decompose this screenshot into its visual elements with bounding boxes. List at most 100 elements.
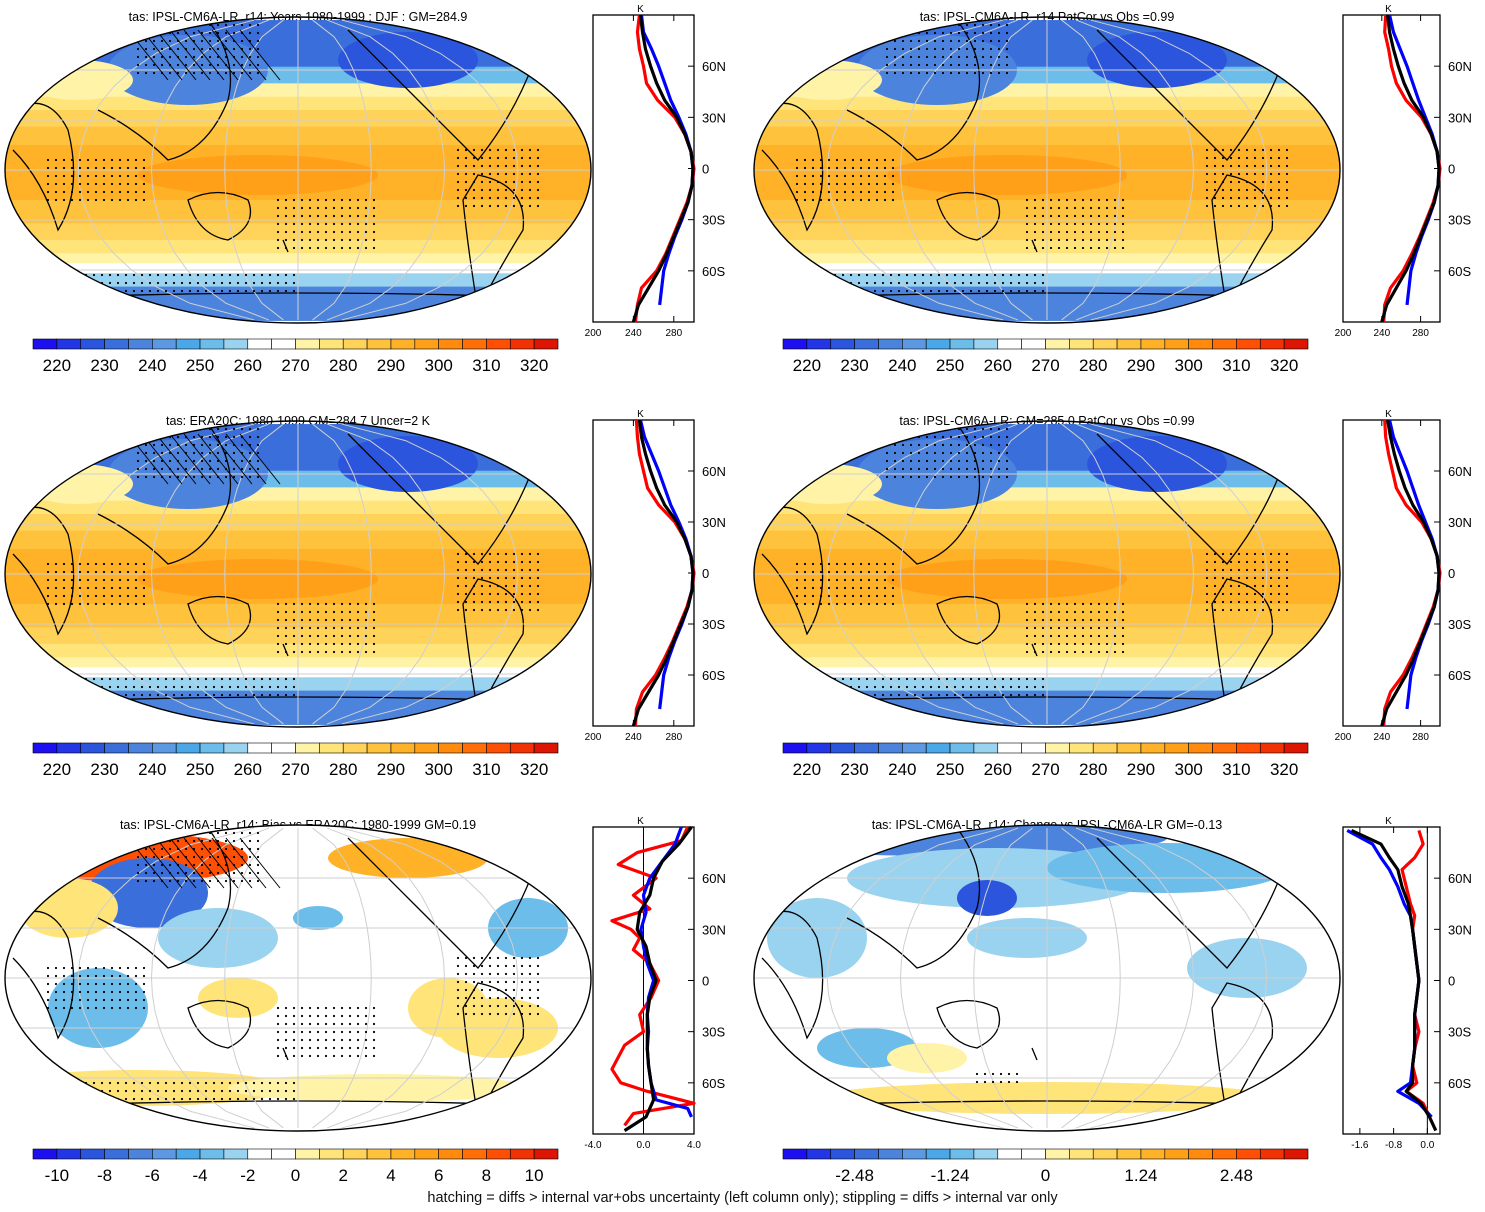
stipple-dot bbox=[1041, 214, 1045, 218]
stipple-dot bbox=[92, 1097, 96, 1101]
stipple-dot bbox=[86, 974, 90, 978]
stipple-dot bbox=[300, 650, 304, 654]
stipple-dot bbox=[200, 855, 204, 859]
stipple-dot bbox=[867, 602, 871, 606]
profile-series-line-black bbox=[631, 14, 695, 323]
stipple-dot bbox=[136, 23, 140, 27]
stipple-dot bbox=[110, 982, 114, 986]
stipple-dot bbox=[1205, 592, 1209, 596]
stipple-dot bbox=[70, 190, 74, 194]
stipple-dot bbox=[1269, 576, 1273, 580]
stipple-dot bbox=[142, 578, 146, 582]
colorbar-tick-label: 270 bbox=[1031, 356, 1059, 375]
stipple-dot bbox=[180, 685, 184, 689]
stipple-dot bbox=[464, 996, 468, 1000]
stipple-dot bbox=[316, 1046, 320, 1050]
stipple-dot bbox=[268, 273, 272, 277]
stipple-dot bbox=[46, 1006, 50, 1010]
stipple-dot bbox=[126, 998, 130, 1002]
colorbar-swatch bbox=[175, 1148, 201, 1160]
stipple-dot bbox=[1081, 230, 1085, 234]
stipple-dot bbox=[1229, 188, 1233, 192]
anomaly-region bbox=[228, 1074, 528, 1102]
stipple-dot bbox=[142, 974, 146, 978]
stipple-dot bbox=[1001, 273, 1005, 277]
colorbar-tick-label: 8 bbox=[482, 1166, 491, 1185]
stipple-dot bbox=[881, 281, 885, 285]
stipple-dot bbox=[134, 974, 138, 978]
stipple-dot bbox=[949, 55, 953, 59]
stipple-dot bbox=[36, 281, 40, 285]
stipple-dot bbox=[933, 31, 937, 35]
stipple-dot bbox=[110, 998, 114, 1002]
stipple-dot bbox=[176, 855, 180, 859]
colorbar-tick-label: 280 bbox=[1079, 356, 1107, 375]
stipple-dot bbox=[68, 1089, 72, 1093]
stipple-dot bbox=[54, 602, 58, 606]
stipple-dot bbox=[464, 964, 468, 968]
colorbar-tick-label: 310 bbox=[472, 356, 500, 375]
stipple-dot bbox=[1237, 608, 1241, 612]
stipple-dot bbox=[86, 562, 90, 566]
stipple-dot bbox=[795, 182, 799, 186]
stipple-dot bbox=[224, 879, 228, 883]
stipple-dot bbox=[134, 998, 138, 1002]
stipple-dot bbox=[248, 839, 252, 843]
stipple-dot bbox=[1277, 204, 1281, 208]
stipple-dot bbox=[86, 586, 90, 590]
stipple-dot bbox=[496, 552, 500, 556]
stipple-dot bbox=[208, 47, 212, 51]
stipple-dot bbox=[324, 642, 328, 646]
stipple-dot bbox=[512, 196, 516, 200]
graticule-meridian bbox=[826, 19, 1004, 321]
stipple-dot bbox=[803, 594, 807, 598]
stipple-dot bbox=[843, 602, 847, 606]
stipple-dot bbox=[504, 592, 508, 596]
stipple-dot bbox=[86, 570, 90, 574]
stipple-dot bbox=[1097, 206, 1101, 210]
stipple-dot bbox=[240, 847, 244, 851]
stipple-dot bbox=[308, 198, 312, 202]
stipple-dot bbox=[819, 158, 823, 162]
stipple-dot bbox=[1033, 246, 1037, 250]
profile-y-tick-label: 0 bbox=[702, 162, 709, 177]
stipple-dot bbox=[292, 634, 296, 638]
stipple-dot bbox=[256, 863, 260, 867]
stipple-dot bbox=[835, 166, 839, 170]
stipple-dot bbox=[172, 289, 176, 293]
stipple-dot bbox=[496, 600, 500, 604]
stipple-dot bbox=[248, 435, 252, 439]
stipple-dot bbox=[811, 198, 815, 202]
stipple-dot bbox=[1001, 289, 1005, 293]
colorbar-swatch bbox=[1116, 742, 1142, 754]
stipple-dot bbox=[981, 31, 985, 35]
stipple-dot bbox=[889, 289, 893, 293]
stipple-dot bbox=[142, 570, 146, 574]
stipple-dot bbox=[192, 855, 196, 859]
stipple-dot bbox=[196, 1097, 200, 1101]
stipple-dot bbox=[216, 847, 220, 851]
stipple-dot bbox=[54, 1006, 58, 1010]
stipple-dot bbox=[827, 602, 831, 606]
stipple-dot bbox=[909, 467, 913, 471]
stipple-dot bbox=[46, 198, 50, 202]
graticule-meridian bbox=[1075, 423, 1195, 725]
stipple-dot bbox=[156, 1081, 160, 1085]
stipple-dot bbox=[873, 289, 877, 293]
profile-y-tick-label: 30S bbox=[1448, 213, 1471, 228]
stipple-dot bbox=[985, 281, 989, 285]
stipple-dot bbox=[220, 1089, 224, 1093]
stipple-dot bbox=[204, 1081, 208, 1085]
stipple-dot bbox=[464, 196, 468, 200]
stipple-dot bbox=[1033, 634, 1037, 638]
stipple-dot bbox=[142, 1006, 146, 1010]
stipple-dot bbox=[126, 974, 130, 978]
stipple-dot bbox=[933, 435, 937, 439]
colorbar-swatch bbox=[152, 338, 177, 350]
stipple-dot bbox=[1121, 214, 1125, 218]
stipple-dot bbox=[46, 602, 50, 606]
stipple-dot bbox=[94, 602, 98, 606]
stipple-dot bbox=[997, 467, 1001, 471]
colorbar-swatch bbox=[925, 338, 951, 350]
stipple-dot bbox=[867, 166, 871, 170]
